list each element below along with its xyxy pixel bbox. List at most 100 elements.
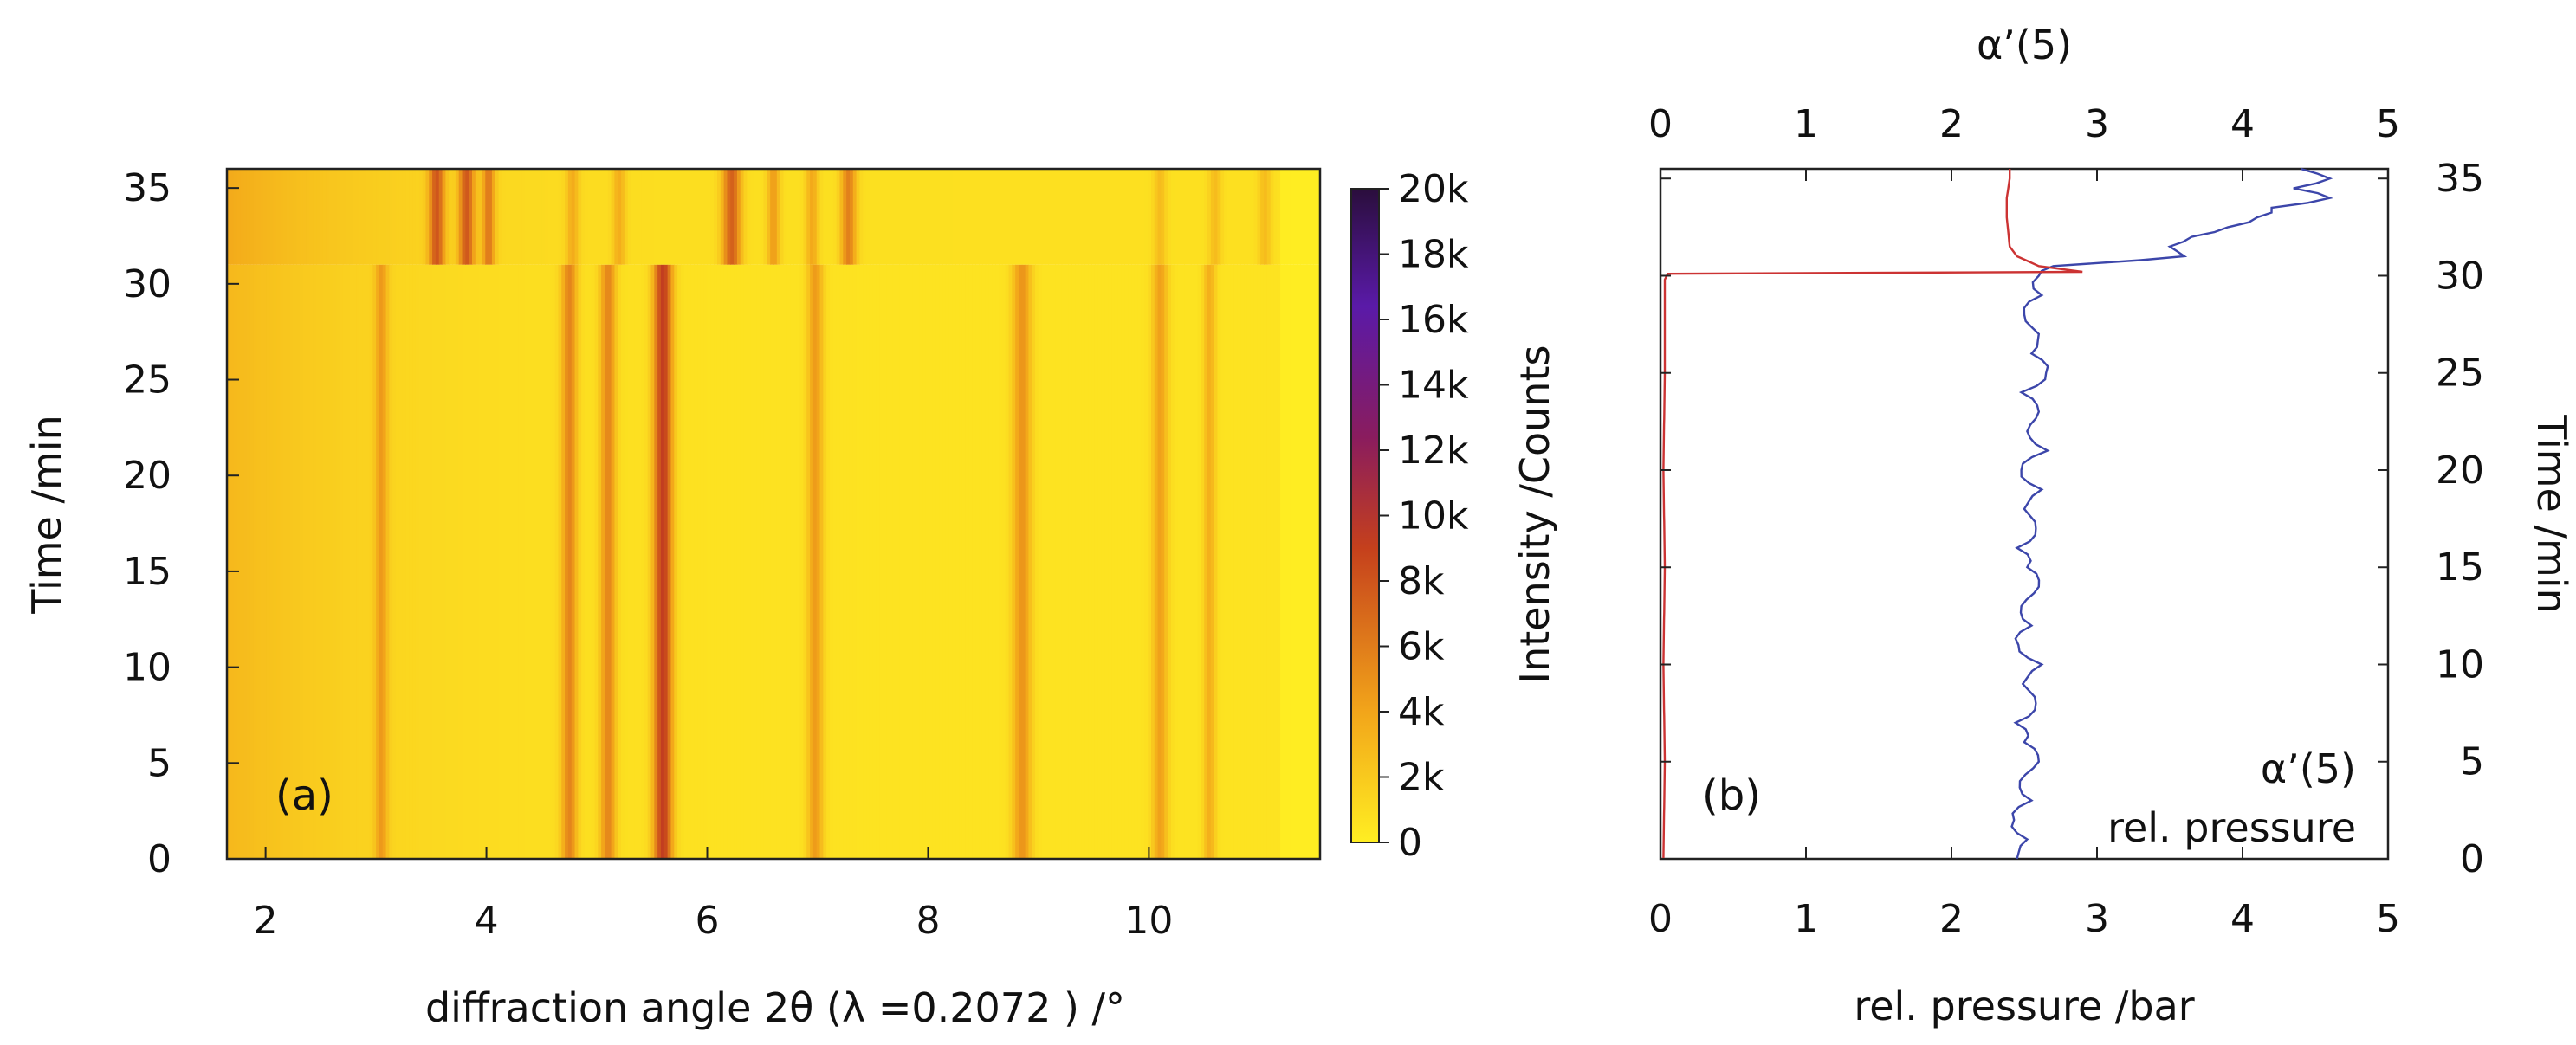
heatmap-cell [819,169,824,265]
heatmap-cell [551,264,556,859]
heatmap-cell [353,169,357,265]
heatmap-cell [385,264,390,859]
heatmap-cell [780,264,785,859]
heatmap-cell [1124,264,1129,859]
heatmap-cell [760,264,765,859]
heatmap-cell [707,169,711,265]
heatmap-cell [1177,169,1181,265]
heatmap-cell [1081,169,1086,265]
heatmap-cell [280,169,284,265]
heatmap-cell [565,264,569,859]
heatmap-cell [322,264,327,859]
heatmap-cell [518,264,522,859]
heatmap-cell [1048,264,1052,859]
heatmap-cell [690,169,695,265]
heatmap-cell [227,169,231,265]
heatmap-cell [723,264,728,859]
heatmap-cell [591,169,596,265]
heatmap-cell [1306,169,1311,265]
heatmap-cell [1260,264,1265,859]
heatmap-cell [405,264,410,859]
heatmap-cell [409,264,413,859]
heatmap-cell [429,264,433,859]
heatmap-cell [932,169,936,265]
heatmap-cell [1197,169,1201,265]
heatmap-cell [1317,169,1321,265]
heatmap-cell [1038,169,1043,265]
heatmap-cell [1028,264,1032,859]
heatmap-cell [1111,264,1116,859]
heatmap-cell [872,264,877,859]
heatmap-cell [273,264,277,859]
heatmap-cell [1041,169,1046,265]
heatmap-cell [491,169,496,265]
heatmap-cell [598,169,602,265]
heatmap-cell [1075,264,1079,859]
heatmap-cell [594,169,599,265]
heatmap-cell [574,264,579,859]
heatmap-y-tick-label: 30 [123,262,172,306]
heatmap-cell [1197,264,1201,859]
heatmap-cell [1246,264,1252,859]
heatmap-cell [534,264,540,859]
heatmap-cell [650,169,655,265]
heatmap-y-axis-title: Time /min [23,415,70,614]
heatmap-cell [892,264,897,859]
heatmap-cell [489,264,493,859]
heatmap-cell [585,169,589,265]
heatmap-cell [1190,169,1195,265]
heatmap-cell [1286,264,1291,859]
heatmap-cell [743,169,748,265]
heatmap-cell [1025,169,1030,265]
heatmap-cell [935,264,940,859]
heatmap-cell [770,264,774,859]
heatmap-cell [405,169,410,265]
heatmap-cell [458,169,463,265]
heatmap-cell [939,169,943,265]
heatmap-cell [1124,169,1129,265]
heatmap-cell [965,264,970,859]
heatmap-cell [498,169,503,265]
heatmap-cell [1306,264,1311,859]
heatmap-cell [346,169,351,265]
heatmap-cell [1081,264,1086,859]
heatmap-y-ticks: 0 5 10 15 20 25 30 35 [123,166,239,881]
heatmap-cell [1253,264,1258,859]
heatmap-cell [585,264,589,859]
heatmap-cell [300,169,304,265]
heatmap-cell [398,169,404,265]
heatmap-cell [948,169,954,265]
heatmap-cell [518,169,522,265]
heatmap-cell [1227,169,1232,265]
right-y-tick-label: 30 [2436,254,2484,298]
heatmap-cell [478,169,483,265]
heatmap-cell [1240,264,1245,859]
heatmap-cell [965,169,970,265]
heatmap-cell [379,264,384,859]
heatmap-cell [1131,264,1136,859]
heatmap-cell [591,264,596,859]
right-y-tick-label: 0 [2460,837,2484,881]
heatmap-cell [1161,169,1165,265]
top-x-tick-label: 0 [1648,102,1673,146]
heatmap-cell [621,169,625,265]
heatmap-cell [601,169,605,265]
heatmap-cell [412,264,417,859]
heatmap-cell [534,169,540,265]
heatmap-cell [1210,264,1215,859]
heatmap-cell [340,264,344,859]
heatmap-cell [925,264,930,859]
heatmap-cell [418,169,424,265]
heatmap-cell [495,169,500,265]
heatmap-cell [799,169,805,265]
heatmap-cell [415,264,420,859]
heatmap-cell [740,264,745,859]
heatmap-cell [1300,264,1304,859]
heatmap-cell [362,264,367,859]
heatmap-cell [826,169,831,265]
colorbar-scale [1350,188,1380,843]
heatmap-cell [1233,264,1238,859]
right-y-tick-label: 20 [2436,448,2484,493]
heatmap-cell [1207,264,1212,859]
heatmap-cell [806,169,811,265]
